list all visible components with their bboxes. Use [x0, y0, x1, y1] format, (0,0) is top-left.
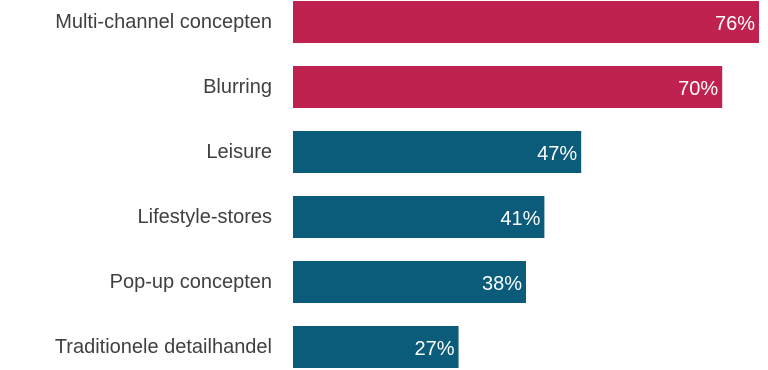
- bar-multi-channel-concepten: [293, 1, 759, 43]
- category-label-blurring: Blurring: [203, 76, 272, 98]
- bar-blurring: [293, 66, 723, 108]
- category-label-leisure: Leisure: [206, 141, 272, 163]
- labels-layer: Multi-channel concepten 76% Blurring 70% Lei…: [55, 11, 755, 360]
- bars-layer: [293, 1, 759, 368]
- value-label-multi-channel-concepten: 76%: [715, 13, 755, 35]
- bar-traditionele-detailhandel: [293, 326, 459, 368]
- value-label-blurring: 70%: [678, 78, 718, 100]
- category-label-pop-up-concepten: Pop-up concepten: [110, 271, 272, 293]
- category-label-multi-channel-concepten: Multi-channel concepten: [55, 11, 272, 33]
- bar-pop-up-concepten: [293, 261, 526, 303]
- category-label-lifestyle-stores: Lifestyle-stores: [138, 206, 273, 228]
- value-label-leisure: 47%: [537, 143, 577, 165]
- value-label-traditionele-detailhandel: 27%: [415, 338, 455, 360]
- category-label-traditionele-detailhandel: Traditionele detailhandel: [55, 336, 272, 358]
- bar-lifestyle-stores: [293, 196, 545, 238]
- bar-leisure: [293, 131, 582, 173]
- value-label-lifestyle-stores: 41%: [500, 208, 540, 230]
- value-label-pop-up-concepten: 38%: [482, 273, 522, 295]
